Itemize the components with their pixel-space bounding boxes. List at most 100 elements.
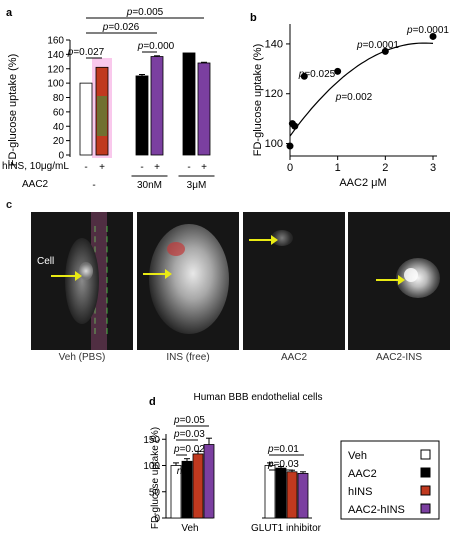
cell-arrow-icon: [376, 275, 405, 285]
panel-a-y-tick-label: 60: [53, 107, 65, 118]
panel-a-bar: [79, 82, 93, 156]
panel-d-bar: [192, 453, 204, 519]
panel-a-bar: [95, 66, 109, 156]
panel-a-sign: -: [187, 162, 190, 173]
caption-aac2: AAC2: [280, 352, 308, 363]
panel-a-letter: a: [6, 7, 13, 19]
panel-a-ylabel: FD-glucose uptake (%): [7, 54, 19, 167]
panel-a-highlight-band: [92, 58, 112, 158]
panel-a-treatment-signs: - +-- +30nM- +3μM: [84, 162, 215, 191]
panel-d-bar: [275, 467, 287, 519]
panel-b-p-value: p=0.025: [298, 69, 336, 80]
panel-d-bars: [170, 437, 309, 519]
panel-d-group-label: Veh: [181, 523, 198, 534]
panel-a-p-value: p=0.026: [102, 22, 140, 33]
micrograph-aac2-ins: [348, 212, 450, 350]
panel-a-y-tick-label: 140: [47, 50, 64, 61]
panel-d-legend-swatch: [420, 485, 431, 496]
panel-b-point: [381, 47, 389, 55]
panel-d-legend-label: hINS: [348, 486, 372, 498]
panel-a-y-tick-label: 40: [53, 122, 65, 133]
panel-d-p-value: p=0.01: [267, 444, 299, 455]
panel-d-axes: 0 50 100 150 Veh GLUT1 inhibitor: [143, 434, 322, 534]
panel-b-x-tick-label: 2: [382, 162, 388, 174]
panel-d-p-value: p=0.02: [173, 444, 205, 455]
panel-a-bar: [135, 75, 149, 156]
panel-d-y-tick-label: 50: [149, 487, 161, 498]
panel-d-legend-swatch: [420, 503, 431, 514]
panel-d-letter: d: [149, 396, 156, 408]
caption-ins-free: INS (free): [166, 352, 210, 363]
panel-d-y-tick-label: 100: [143, 461, 160, 472]
panel-d-legend-frame: [340, 440, 440, 520]
caption-aac2-ins: AAC2-INS: [375, 352, 423, 363]
panel-a-y-tick-label: 20: [53, 136, 65, 147]
panel-a-sign: +: [201, 162, 207, 173]
panel-a-bar: [182, 52, 196, 156]
panel-a-y-tick-label: 100: [47, 79, 64, 90]
panel-a-y-ticks: 0 20 40 60 80 100 120 140 160: [47, 36, 70, 162]
panel-b-fit-curve: [289, 42, 434, 137]
panel-a-y-tick-label: 160: [47, 36, 64, 47]
panel-a-y-tick-label: 0: [58, 151, 64, 162]
micrograph-veh: Cell: [31, 212, 133, 350]
panel-d-bar: [203, 444, 215, 519]
panel-b-point: [300, 72, 308, 80]
panel-d-y-tick-label: 0: [154, 514, 160, 525]
panel-d-p-value: p=0.05: [173, 415, 205, 426]
panel-c-letter: c: [6, 199, 13, 211]
panel-b-p-value: p=0.002: [335, 92, 373, 103]
panel-d-significance-brackets: p=0.05 p=0.03 p=0.02 ns p=0.01 p=0.03: [173, 415, 304, 477]
micrograph-ins-free: [137, 212, 239, 350]
panel-b-x-tick-label: 3: [430, 162, 436, 174]
panel-d-legend-swatch: [420, 449, 431, 460]
panel-a-dose-label: -: [92, 180, 95, 191]
panel-a-p-value: p=0.005: [126, 7, 164, 18]
panel-a-aac2-row-label: AAC2: [22, 179, 49, 190]
cell-arrow-icon: [249, 235, 278, 245]
panel-a-p-value: p=0.027: [67, 47, 105, 58]
panel-d-y-tick-label: 150: [143, 435, 160, 446]
panel-b-xlabel: AAC2 μM: [339, 177, 386, 189]
panel-a-dose-label: 3μM: [187, 180, 207, 191]
panel-a-bar-accent: [97, 96, 107, 136]
panel-d-title: Human BBB endothelial cells: [194, 392, 323, 403]
micrograph-aac2: [243, 212, 345, 350]
panel-b-letter: b: [250, 12, 257, 24]
panel-b-y-tick-label: 140: [265, 38, 283, 50]
panel-d-bar: [181, 460, 193, 519]
panel-b-point: [288, 120, 296, 128]
panel-b-p-value: p=0.0001: [406, 25, 449, 36]
panel-d-legend: Veh AAC2 hINS AAC2-hINS: [348, 449, 431, 516]
panel-a-y-tick-label: 120: [47, 64, 64, 75]
panel-b-points: p=0.025 p=0.002 p=0.0001 p=0.0001: [286, 25, 449, 150]
panel-b-point: [429, 32, 437, 40]
panel-d-p-value: p=0.03: [173, 429, 205, 440]
panel-d-legend-label: AAC2-hINS: [348, 504, 405, 516]
cell-label: Cell: [37, 256, 55, 267]
panel-d-p-value: p=0.03: [267, 459, 299, 470]
panel-d-legend-label: Veh: [348, 450, 367, 462]
panel-d-bar: [297, 472, 309, 519]
caption-veh: Veh (PBS): [58, 352, 106, 363]
panel-a-y-tick-label: 80: [53, 93, 65, 104]
panel-b-x-tick-label: 1: [335, 162, 341, 174]
panel-d-legend-swatch: [420, 467, 431, 478]
panel-d-ns-label: ns: [177, 466, 188, 477]
panel-b-x-tick-label: 0: [287, 162, 293, 174]
panel-b-point: [334, 67, 342, 75]
cell-arrow-icon: [51, 271, 82, 281]
panel-a-p-value: p=0.000: [137, 41, 175, 52]
panel-a-sign: -: [140, 162, 143, 173]
panel-b-y-tick-label: 100: [265, 138, 283, 150]
panel-b-p-value: p=0.0001: [356, 40, 399, 51]
panel-d-bar: [286, 471, 298, 519]
panel-d-ylabel: FD-glucose uptake (%): [150, 427, 161, 529]
panel-a-significance-brackets: p=0.005 p=0.026 p=0.027 p=0.000: [67, 7, 204, 59]
panel-d-legend-label: AAC2: [348, 468, 377, 480]
panel-b-axes: 100 120 140 0 1 2 3: [265, 24, 437, 174]
panel-d-bar: [264, 465, 276, 519]
panel-a-bar: [197, 62, 211, 156]
panel-a-hins-row-label: hINS, 10μg/mL: [2, 161, 69, 172]
panel-d-bar: [170, 465, 182, 519]
